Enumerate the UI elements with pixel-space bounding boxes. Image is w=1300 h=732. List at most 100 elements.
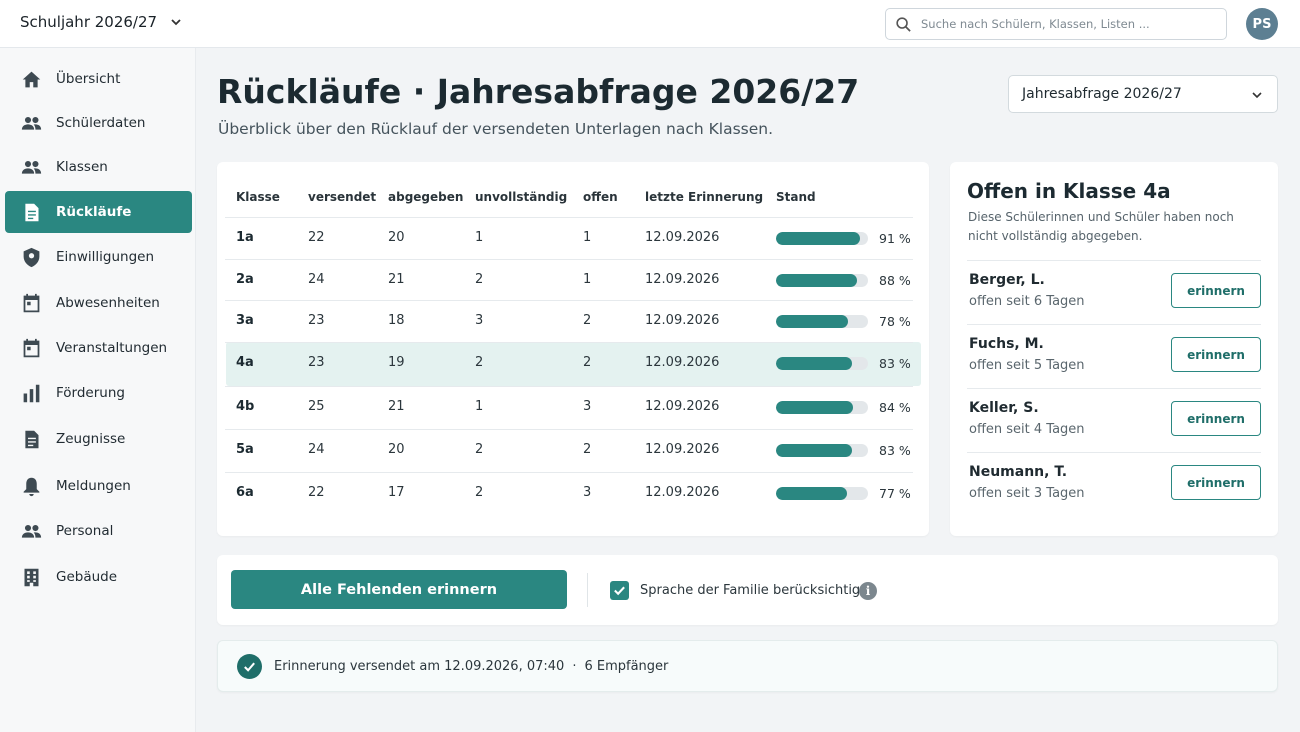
progress-percent: 83 % <box>879 355 911 371</box>
student-name: Keller, S. <box>969 400 1039 416</box>
chevron-down-icon <box>1252 92 1262 99</box>
page-title: Rückläufe · Jahresabfrage 2026/27 <box>217 72 860 111</box>
family-language-checkbox[interactable] <box>610 581 629 600</box>
search-input[interactable] <box>921 17 1221 31</box>
notice-message: Erinnerung versendet am 12.09.2026, 07:4… <box>274 659 565 674</box>
family-language-label[interactable]: Sprache der Familie berücksichtigen <box>640 583 877 598</box>
cell-unvollstaendig: 2 <box>475 441 484 457</box>
remind-button[interactable]: erinnern <box>1171 273 1261 308</box>
cell-versendet: 23 <box>308 354 325 370</box>
cell-abgegeben: 20 <box>388 441 405 457</box>
progress-fill <box>776 487 847 500</box>
bell-icon <box>20 475 42 497</box>
sidebar-item-ruecklaeufe[interactable]: Rückläufe <box>5 191 192 233</box>
divider <box>587 573 588 607</box>
school-year-label: Schuljahr 2026/27 <box>20 13 158 31</box>
remind-button[interactable]: erinnern <box>1171 465 1261 500</box>
sidebar-item-label: Förderung <box>56 385 125 401</box>
cell-klasse: 3a <box>236 312 254 328</box>
sidebar-item-label: Zeugnisse <box>56 431 126 447</box>
calendar-icon <box>20 292 42 314</box>
cell-versendet: 24 <box>308 271 325 287</box>
column-header-stand[interactable]: Stand <box>776 190 816 204</box>
list-divider <box>967 388 1261 389</box>
sidebar-item-klassen[interactable]: Klassen <box>5 146 192 188</box>
sidebar-item-abwesenheiten[interactable]: Abwesenheiten <box>5 282 192 324</box>
student-name: Neumann, T. <box>969 464 1068 480</box>
notice-separator: · <box>572 659 577 674</box>
info-icon[interactable]: i <box>859 582 877 600</box>
cell-letzte-erinnerung: 12.09.2026 <box>645 354 720 370</box>
progress-bar <box>776 444 868 457</box>
cell-versendet: 24 <box>308 441 325 457</box>
cell-versendet: 25 <box>308 398 325 414</box>
sidebar-item-label: Einwilligungen <box>56 249 154 265</box>
search-box[interactable] <box>885 8 1227 40</box>
column-header-unvollstaendig[interactable]: unvollständig <box>475 190 568 204</box>
page-subtitle: Überblick über den Rücklauf der versende… <box>218 120 774 138</box>
cell-letzte-erinnerung: 12.09.2026 <box>645 484 720 500</box>
progress-bar <box>776 274 868 287</box>
progress-percent: 77 % <box>879 485 911 501</box>
report-icon <box>20 428 42 450</box>
cell-klasse: 4a <box>236 354 254 370</box>
column-header-versendet[interactable]: versendet <box>308 190 377 204</box>
cell-unvollstaendig: 1 <box>475 398 484 414</box>
school-year-select[interactable]: Schuljahr 2026/27 <box>20 13 183 31</box>
progress-bar <box>776 232 868 245</box>
open-since: offen seit 5 Tagen <box>969 358 1085 373</box>
sidebar-item-label: Klassen <box>56 159 108 175</box>
remind-button[interactable]: erinnern <box>1171 401 1261 436</box>
cell-abgegeben: 17 <box>388 484 405 500</box>
sidebar-item-personal[interactable]: Personal <box>5 510 192 552</box>
column-header-abgegeben[interactable]: abgegeben <box>388 190 464 204</box>
sidebar-item-gebaeude[interactable]: Gebäude <box>5 556 192 598</box>
column-header-letzte-erinnerung[interactable]: letzte Erinnerung <box>645 190 764 204</box>
check-circle-icon <box>237 654 262 679</box>
remind-button[interactable]: erinnern <box>1171 337 1261 372</box>
avatar[interactable]: PS <box>1246 8 1278 40</box>
cell-offen: 2 <box>583 354 592 370</box>
cell-unvollstaendig: 2 <box>475 354 484 370</box>
cell-letzte-erinnerung: 12.09.2026 <box>645 312 720 328</box>
shield-icon <box>20 246 42 268</box>
progress-bar <box>776 357 868 370</box>
cell-letzte-erinnerung: 12.09.2026 <box>645 441 720 457</box>
home-icon <box>20 68 42 90</box>
progress-bar <box>776 401 868 414</box>
cell-abgegeben: 21 <box>388 398 405 414</box>
cell-klasse: 1a <box>236 229 254 245</box>
cell-klasse: 5a <box>236 441 254 457</box>
cell-unvollstaendig: 1 <box>475 229 484 245</box>
open-since: offen seit 4 Tagen <box>969 422 1085 437</box>
sidebar-item-label: Gebäude <box>56 569 118 585</box>
cell-abgegeben: 21 <box>388 271 405 287</box>
cell-unvollstaendig: 3 <box>475 312 484 328</box>
search-icon <box>896 16 911 32</box>
cell-offen: 2 <box>583 441 592 457</box>
cell-offen: 2 <box>583 312 592 328</box>
remind-all-button[interactable]: Alle Fehlenden erinnern <box>231 570 567 609</box>
sidebar-item-einwilligungen[interactable]: Einwilligungen <box>5 236 192 278</box>
survey-select[interactable]: Jahresabfrage 2026/27 <box>1008 75 1278 113</box>
progress-fill <box>776 357 853 370</box>
sidebar-item-schuelerdaten[interactable]: Schülerdaten <box>5 102 192 144</box>
sidebar-item-meldungen[interactable]: Meldungen <box>5 465 192 507</box>
sidebar-item-label: Schülerdaten <box>56 115 146 131</box>
progress-percent: 78 % <box>879 313 911 329</box>
sidebar-item-uebersicht[interactable]: Übersicht <box>5 58 192 100</box>
cell-unvollstaendig: 2 <box>475 484 484 500</box>
progress-fill <box>776 274 857 287</box>
cell-klasse: 2a <box>236 271 254 287</box>
sidebar-item-veranstaltungen[interactable]: Veranstaltungen <box>5 327 192 369</box>
column-header-klasse[interactable]: Klasse <box>236 190 280 204</box>
cell-letzte-erinnerung: 12.09.2026 <box>645 229 720 245</box>
column-header-offen[interactable]: offen <box>583 190 618 204</box>
cell-offen: 3 <box>583 484 592 500</box>
sidebar-item-foerderung[interactable]: Förderung <box>5 372 192 414</box>
sidebar-item-zeugnisse[interactable]: Zeugnisse <box>5 418 192 460</box>
cell-klasse: 6a <box>236 484 254 500</box>
bar-chart-icon <box>20 382 42 404</box>
list-divider <box>967 260 1261 261</box>
checkmark-icon <box>614 586 625 596</box>
